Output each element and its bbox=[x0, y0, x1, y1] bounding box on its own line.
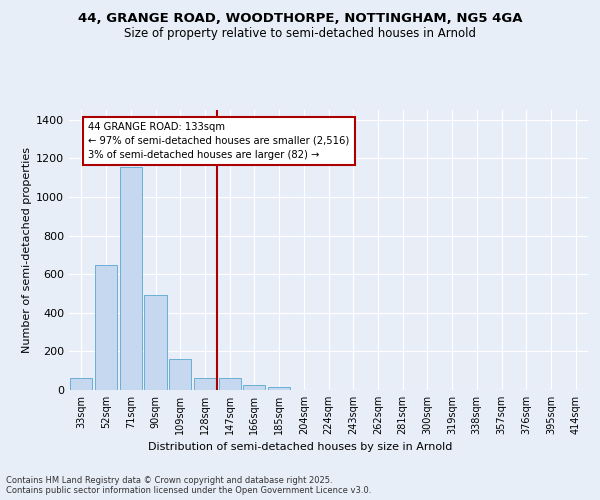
Bar bbox=[169, 359, 191, 390]
Text: Distribution of semi-detached houses by size in Arnold: Distribution of semi-detached houses by … bbox=[148, 442, 452, 452]
Text: 44, GRANGE ROAD, WOODTHORPE, NOTTINGHAM, NG5 4GA: 44, GRANGE ROAD, WOODTHORPE, NOTTINGHAM,… bbox=[78, 12, 522, 26]
Bar bbox=[95, 266, 117, 390]
Y-axis label: Number of semi-detached properties: Number of semi-detached properties bbox=[22, 147, 32, 353]
Bar bbox=[243, 385, 265, 390]
Text: Contains HM Land Registry data © Crown copyright and database right 2025.
Contai: Contains HM Land Registry data © Crown c… bbox=[6, 476, 371, 495]
Bar bbox=[70, 378, 92, 390]
Bar bbox=[268, 387, 290, 390]
Text: Size of property relative to semi-detached houses in Arnold: Size of property relative to semi-detach… bbox=[124, 28, 476, 40]
Bar bbox=[119, 167, 142, 390]
Bar bbox=[194, 378, 216, 390]
Bar bbox=[145, 296, 167, 390]
Bar bbox=[218, 378, 241, 390]
Text: 44 GRANGE ROAD: 133sqm
← 97% of semi-detached houses are smaller (2,516)
3% of s: 44 GRANGE ROAD: 133sqm ← 97% of semi-det… bbox=[88, 122, 350, 160]
